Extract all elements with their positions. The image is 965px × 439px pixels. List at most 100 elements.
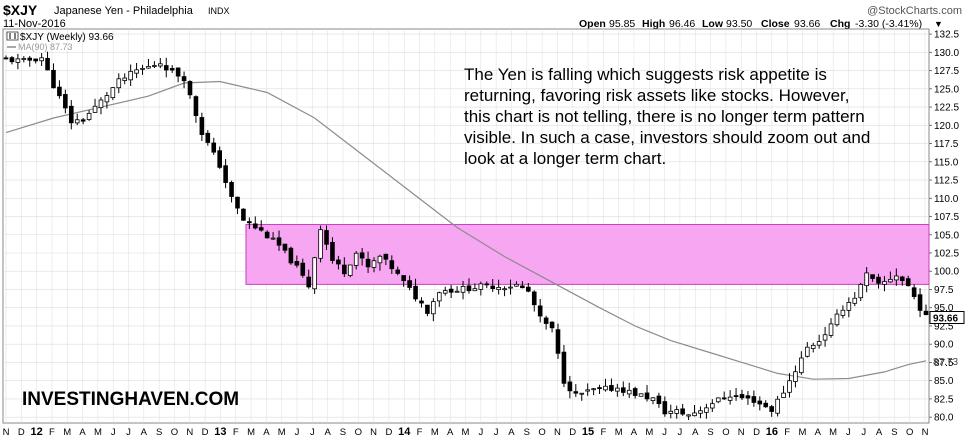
x-tick-label: A [508, 427, 515, 438]
exchange-label: INDX [208, 6, 230, 16]
candle-body [365, 258, 371, 268]
candle-body [644, 392, 650, 400]
candle-body [478, 283, 484, 290]
candle-body [876, 276, 881, 284]
x-tick-label: A [815, 427, 822, 438]
x-tick-label: A [324, 427, 331, 438]
candle-body [894, 275, 899, 281]
candle-body [33, 58, 38, 62]
candle-body [3, 57, 9, 60]
candle-body [371, 260, 377, 268]
candle-body [840, 309, 846, 316]
annotation-text: The Yen is falling which suggests risk a… [464, 65, 870, 168]
y-tick-label: 107.5 [934, 212, 959, 223]
y-tick-label: 122.5 [934, 103, 959, 114]
watermark: INVESTINGHAVEN.COM [22, 389, 239, 410]
x-tick-label: A [263, 427, 270, 438]
x-tick-label: S [340, 427, 346, 438]
chart-header: $XJY Japanese Yen - Philadelphia INDX 11… [3, 2, 962, 30]
x-tick-label: F [233, 427, 239, 438]
candle-body [300, 262, 306, 276]
candle-body [757, 400, 763, 405]
candle-body [359, 252, 365, 259]
candle-body [436, 292, 442, 302]
x-tick-label: J [494, 427, 499, 438]
y-tick-label: 105.0 [934, 230, 959, 241]
candle-body [389, 260, 395, 270]
date-label: 11-Nov-2016 [3, 18, 66, 30]
x-tick-label: J [126, 427, 131, 438]
candle-body [662, 401, 668, 415]
credit-label: @StockCharts.com [867, 5, 962, 17]
x-tick-label: M [799, 427, 807, 438]
candle-body [419, 300, 424, 304]
candle-body [306, 276, 312, 288]
candle-body [650, 397, 656, 401]
candle-body [116, 78, 122, 89]
candle-body [721, 397, 727, 400]
candle-body [158, 63, 163, 67]
x-tick-label: J [662, 427, 667, 438]
x-tick-label: A [692, 427, 699, 438]
candle-body [882, 281, 887, 285]
candle-body [531, 291, 537, 306]
candle-body [353, 252, 359, 266]
candle-body [193, 96, 199, 117]
candle-body [104, 95, 110, 103]
candle-body [638, 393, 644, 397]
instrument-name: Japanese Yen - Philadelphia [54, 5, 194, 17]
candle-body [923, 310, 929, 316]
candle-body [247, 221, 252, 224]
price-series [3, 51, 929, 421]
candle-body [905, 278, 911, 287]
x-tick-label: J [478, 427, 483, 438]
annotation-line-2: returning, favoring risk assets like sto… [464, 86, 849, 105]
x-tick-label: N [370, 427, 377, 438]
candle-body [514, 283, 519, 287]
ma-value-label: 87.73 [933, 357, 958, 368]
y-axis: 80.0 82.5 85.0 87.5 90.0 92.5 95.0 97.5 100.0 102… [929, 30, 965, 424]
candle-body [401, 275, 406, 282]
candle-body [775, 398, 780, 414]
x-tick-label: A [876, 427, 883, 438]
candle-body [656, 395, 662, 405]
candle-legend-icon [9, 33, 16, 39]
y-tick-label: 82.5 [934, 394, 954, 405]
candle-body [698, 410, 703, 414]
x-tick-label: S [891, 427, 897, 438]
candle-body [431, 301, 436, 315]
y-tick-label: 115.0 [934, 157, 959, 168]
candle-body [27, 57, 33, 61]
candle-body [68, 105, 74, 124]
candle-body [899, 276, 905, 282]
candle-body [454, 290, 460, 293]
candle-body [181, 76, 187, 82]
x-tick-label: N [922, 427, 929, 438]
candle-body [152, 65, 157, 67]
y-tick-label: 120.0 [934, 121, 959, 132]
candle-body [846, 302, 852, 311]
x-tick-label: F [600, 427, 606, 438]
y-tick-label: 97.5 [934, 285, 954, 296]
candle-body [45, 57, 50, 71]
candle-body [710, 403, 715, 409]
x-tick-label: N [554, 427, 561, 438]
ohlc-readout: Open 95.85 High 96.46 Low 93.50 Close 93… [579, 18, 943, 30]
candle-body [377, 255, 383, 264]
x-tick-label: F [784, 427, 790, 438]
candle-body [490, 285, 496, 289]
candle-body [252, 223, 258, 229]
candle-body [383, 253, 389, 260]
candle-body [460, 285, 466, 293]
y-tick-label: 110.0 [934, 194, 959, 205]
x-tick-label: M [63, 427, 71, 438]
y-tick-label: 100.0 [934, 267, 959, 278]
candle-body [620, 387, 626, 393]
candle-body [21, 58, 27, 60]
y-tick-label: 130.0 [934, 48, 959, 59]
candle-body [223, 165, 228, 183]
candle-body [163, 65, 169, 71]
candle-body [425, 304, 430, 314]
candle-body [9, 57, 15, 63]
